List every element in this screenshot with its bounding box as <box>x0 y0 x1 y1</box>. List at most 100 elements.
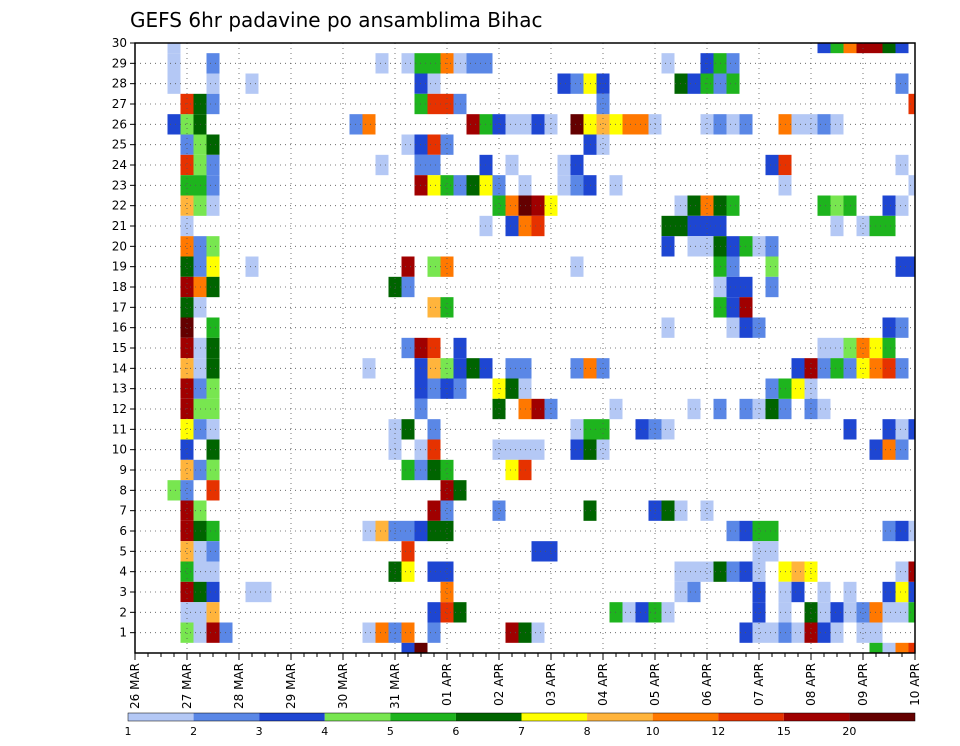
precip-cell <box>531 215 545 237</box>
x-tick-label: 06 APR <box>700 663 714 706</box>
precip-cell <box>180 459 194 481</box>
precip-cell <box>466 175 480 196</box>
cell-layer <box>167 43 915 653</box>
precip-cell <box>830 622 844 643</box>
precip-cell <box>531 195 545 216</box>
precip-cell <box>440 480 454 501</box>
precip-cell <box>752 236 766 257</box>
precip-cell <box>206 195 220 216</box>
x-tick-label: 10 APR <box>908 663 922 706</box>
precip-cell <box>505 215 519 237</box>
precip-cell <box>882 43 896 54</box>
precip-cell <box>206 317 220 338</box>
precip-cell <box>700 195 714 216</box>
precip-cell <box>505 358 519 379</box>
precip-cell <box>440 175 454 196</box>
precip-cell <box>726 317 740 338</box>
precip-cell <box>557 154 571 176</box>
precip-cell <box>427 622 441 643</box>
precip-cell <box>908 93 915 115</box>
precip-cell <box>895 256 909 277</box>
precip-cell <box>167 73 181 94</box>
precip-cell <box>895 358 909 379</box>
precip-cell <box>908 520 915 542</box>
precip-cell <box>895 520 909 542</box>
precip-cell <box>687 236 701 257</box>
precip-cell <box>856 215 870 237</box>
precip-cell <box>817 195 831 216</box>
precip-cell <box>427 175 441 196</box>
colorbar-label: 6 <box>452 725 459 738</box>
precip-cell <box>505 154 519 176</box>
y-tick-label: 28 <box>112 77 127 91</box>
y-tick-label: 25 <box>112 138 127 152</box>
y-tick-label: 1 <box>119 626 127 640</box>
precip-cell <box>427 297 441 318</box>
precip-cell <box>726 297 740 318</box>
colorbar-label: 1 <box>125 725 132 738</box>
y-tick-label: 16 <box>112 321 127 335</box>
precip-cell <box>440 602 454 623</box>
precip-cell <box>167 43 181 54</box>
precip-cell <box>726 256 740 277</box>
precip-cell <box>882 642 896 653</box>
precip-cell <box>401 541 415 562</box>
precip-cell <box>180 276 194 298</box>
precip-cell <box>882 439 896 460</box>
x-tick-label: 27 MAR <box>180 663 194 709</box>
precip-cell <box>206 73 220 94</box>
precip-cell <box>791 622 805 643</box>
precip-cell <box>895 419 909 440</box>
precip-cell <box>206 378 220 399</box>
precip-cell <box>531 541 545 562</box>
precip-cell <box>180 134 194 155</box>
precip-cell <box>765 236 779 257</box>
precip-cell <box>908 419 915 440</box>
precip-cell <box>362 114 376 135</box>
y-tick-label: 14 <box>112 361 127 375</box>
precip-cell <box>895 561 909 582</box>
x-tick-label: 01 APR <box>440 663 454 706</box>
precip-cell <box>570 114 584 135</box>
precip-cell <box>427 520 441 542</box>
precip-cell <box>531 114 545 135</box>
precip-cell <box>440 500 454 521</box>
precip-cell <box>635 419 649 440</box>
precip-cell <box>570 154 584 176</box>
precip-cell <box>596 439 610 460</box>
precip-cell <box>570 358 584 379</box>
precip-cell <box>843 43 857 54</box>
precip-cell <box>700 500 714 521</box>
precip-cell <box>869 642 883 653</box>
x-tick-label: 03 APR <box>544 663 558 706</box>
precip-cell <box>245 581 259 603</box>
colorbar-label: 10 <box>646 725 660 738</box>
colorbar: 1 2 3 4 5 6 7 8 10 12 15 20 <box>125 712 916 738</box>
precip-cell <box>596 419 610 440</box>
y-tick-label: 12 <box>112 402 127 416</box>
precip-cell <box>817 114 831 135</box>
precip-cell <box>440 561 454 582</box>
chart-title: GEFS 6hr padavine po ansamblima Bihac <box>130 8 542 32</box>
precip-cell <box>401 419 415 440</box>
x-tick-label: 31 MAR <box>388 663 402 709</box>
precip-cell <box>752 541 766 562</box>
precip-cell <box>765 256 779 277</box>
precip-cell <box>557 175 571 196</box>
precip-cell <box>206 134 220 155</box>
precip-cell <box>180 602 194 623</box>
precip-cell <box>427 337 441 359</box>
precip-cell <box>440 297 454 318</box>
colorbar-swatch <box>849 713 915 721</box>
colorbar-swatch <box>718 713 784 721</box>
precip-cell <box>726 195 740 216</box>
precip-cell <box>895 581 909 603</box>
colorbar-label: 8 <box>584 725 591 738</box>
precip-cell <box>401 256 415 277</box>
precip-cell <box>245 256 259 277</box>
precip-cell <box>401 53 415 74</box>
precip-cell <box>531 622 545 643</box>
precip-cell <box>830 358 844 379</box>
precip-cell <box>635 602 649 623</box>
precip-cell <box>687 561 701 582</box>
